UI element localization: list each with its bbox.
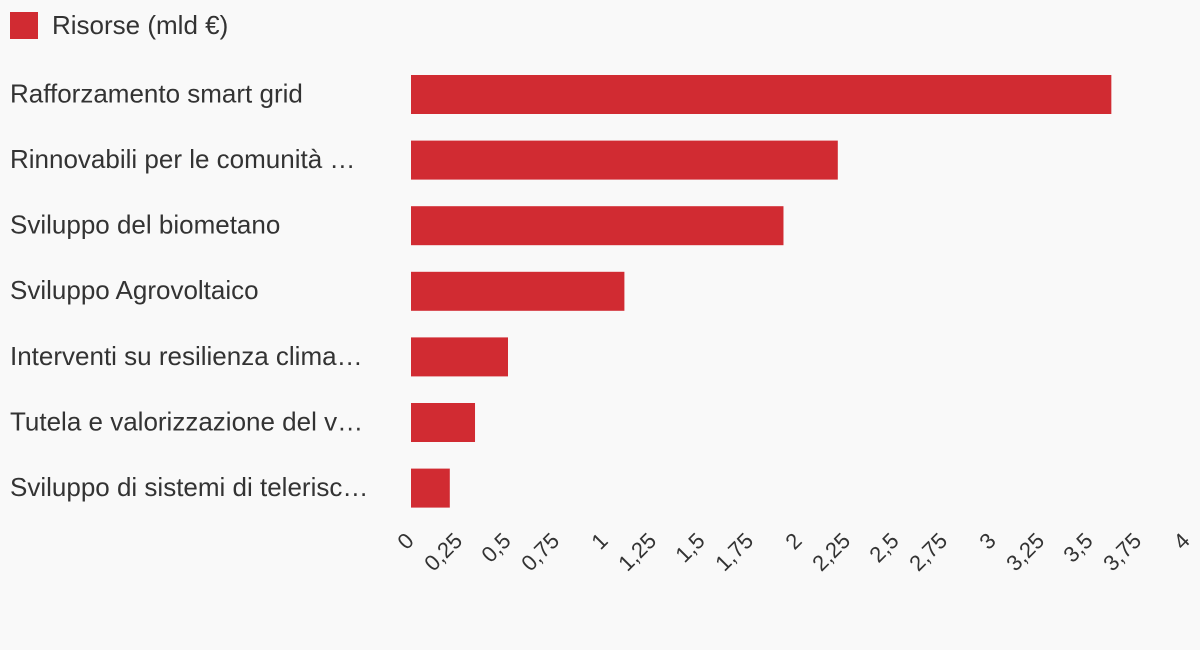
category-label: Sviluppo Agrovoltaico	[10, 275, 259, 305]
category-labels: Rafforzamento smart grid Rinnovabili per …	[10, 78, 368, 502]
x-tick-label: 0,5	[476, 528, 515, 567]
x-axis-ticks: 0 0,25 0,5 0,75 1 1,25 1,5 1,75 2 2,25 2,5 2,75 3 3,2…	[392, 528, 1194, 576]
x-tick-label: 1,75	[710, 528, 758, 576]
category-label: Rafforzamento smart grid	[10, 78, 303, 108]
x-tick-label: 2	[780, 528, 806, 554]
x-tick-label: 3,25	[1001, 528, 1049, 576]
bar	[411, 140, 838, 180]
x-tick-label: 2,25	[807, 528, 855, 576]
x-tick-label: 1	[586, 528, 612, 554]
bar	[411, 271, 625, 311]
x-tick-label: 1,5	[670, 528, 709, 567]
x-tick-label: 2,5	[864, 528, 903, 567]
x-tick-label: 0,75	[516, 528, 564, 576]
x-tick-label: 3,5	[1058, 528, 1097, 567]
legend: Risorse (mld €)	[10, 10, 228, 40]
x-tick-label: 1,25	[613, 528, 661, 576]
category-label: Tutela e valorizzazione del v…	[10, 406, 363, 436]
x-tick-label: 0,25	[419, 528, 467, 576]
x-tick-label: 0	[392, 528, 418, 554]
legend-swatch	[10, 11, 38, 39]
bars-group	[411, 75, 1112, 508]
bar	[411, 337, 508, 377]
x-tick-label: 2,75	[904, 528, 952, 576]
x-tick-label: 3	[974, 528, 1000, 554]
category-label: Sviluppo del biometano	[10, 210, 280, 240]
bar	[411, 403, 476, 442]
legend-label: Risorse (mld €)	[52, 10, 229, 40]
category-label: Interventi su resilienza clima…	[10, 341, 363, 371]
category-label: Rinnovabili per le comunità …	[10, 144, 355, 174]
category-label: Sviluppo di sistemi di telerisc…	[10, 472, 368, 502]
x-tick-label: 4	[1168, 528, 1194, 554]
x-tick-label: 3,75	[1098, 528, 1146, 576]
bar	[411, 206, 784, 246]
bar	[411, 75, 1112, 114]
bar	[411, 468, 450, 508]
